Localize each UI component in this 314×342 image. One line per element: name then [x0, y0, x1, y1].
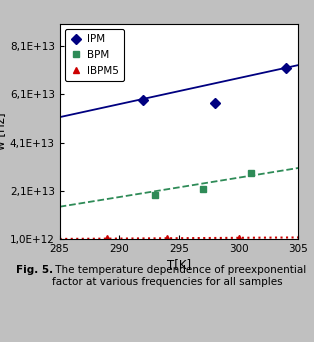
Line: IPM: IPM	[140, 64, 290, 106]
IBPM5	[106, 236, 109, 240]
IBPM5	[165, 236, 169, 240]
Y-axis label: w [Hz]: w [Hz]	[0, 113, 7, 150]
Legend: IPM, BPM, IBPM5: IPM, BPM, IBPM5	[65, 29, 124, 81]
Line: BPM: BPM	[152, 169, 254, 198]
BPM	[201, 186, 205, 190]
Text: The temperature dependence of preexponential
factor at various frequencies for a: The temperature dependence of preexponen…	[52, 265, 306, 287]
IPM	[141, 98, 145, 102]
Line: IBPM5: IBPM5	[104, 234, 242, 242]
X-axis label: T[K]: T[K]	[167, 259, 191, 272]
BPM	[249, 171, 252, 175]
BPM	[153, 193, 157, 197]
IBPM5	[237, 236, 241, 240]
IPM	[213, 101, 217, 105]
Text: Fig. 5.: Fig. 5.	[16, 265, 53, 275]
IPM	[284, 65, 288, 69]
